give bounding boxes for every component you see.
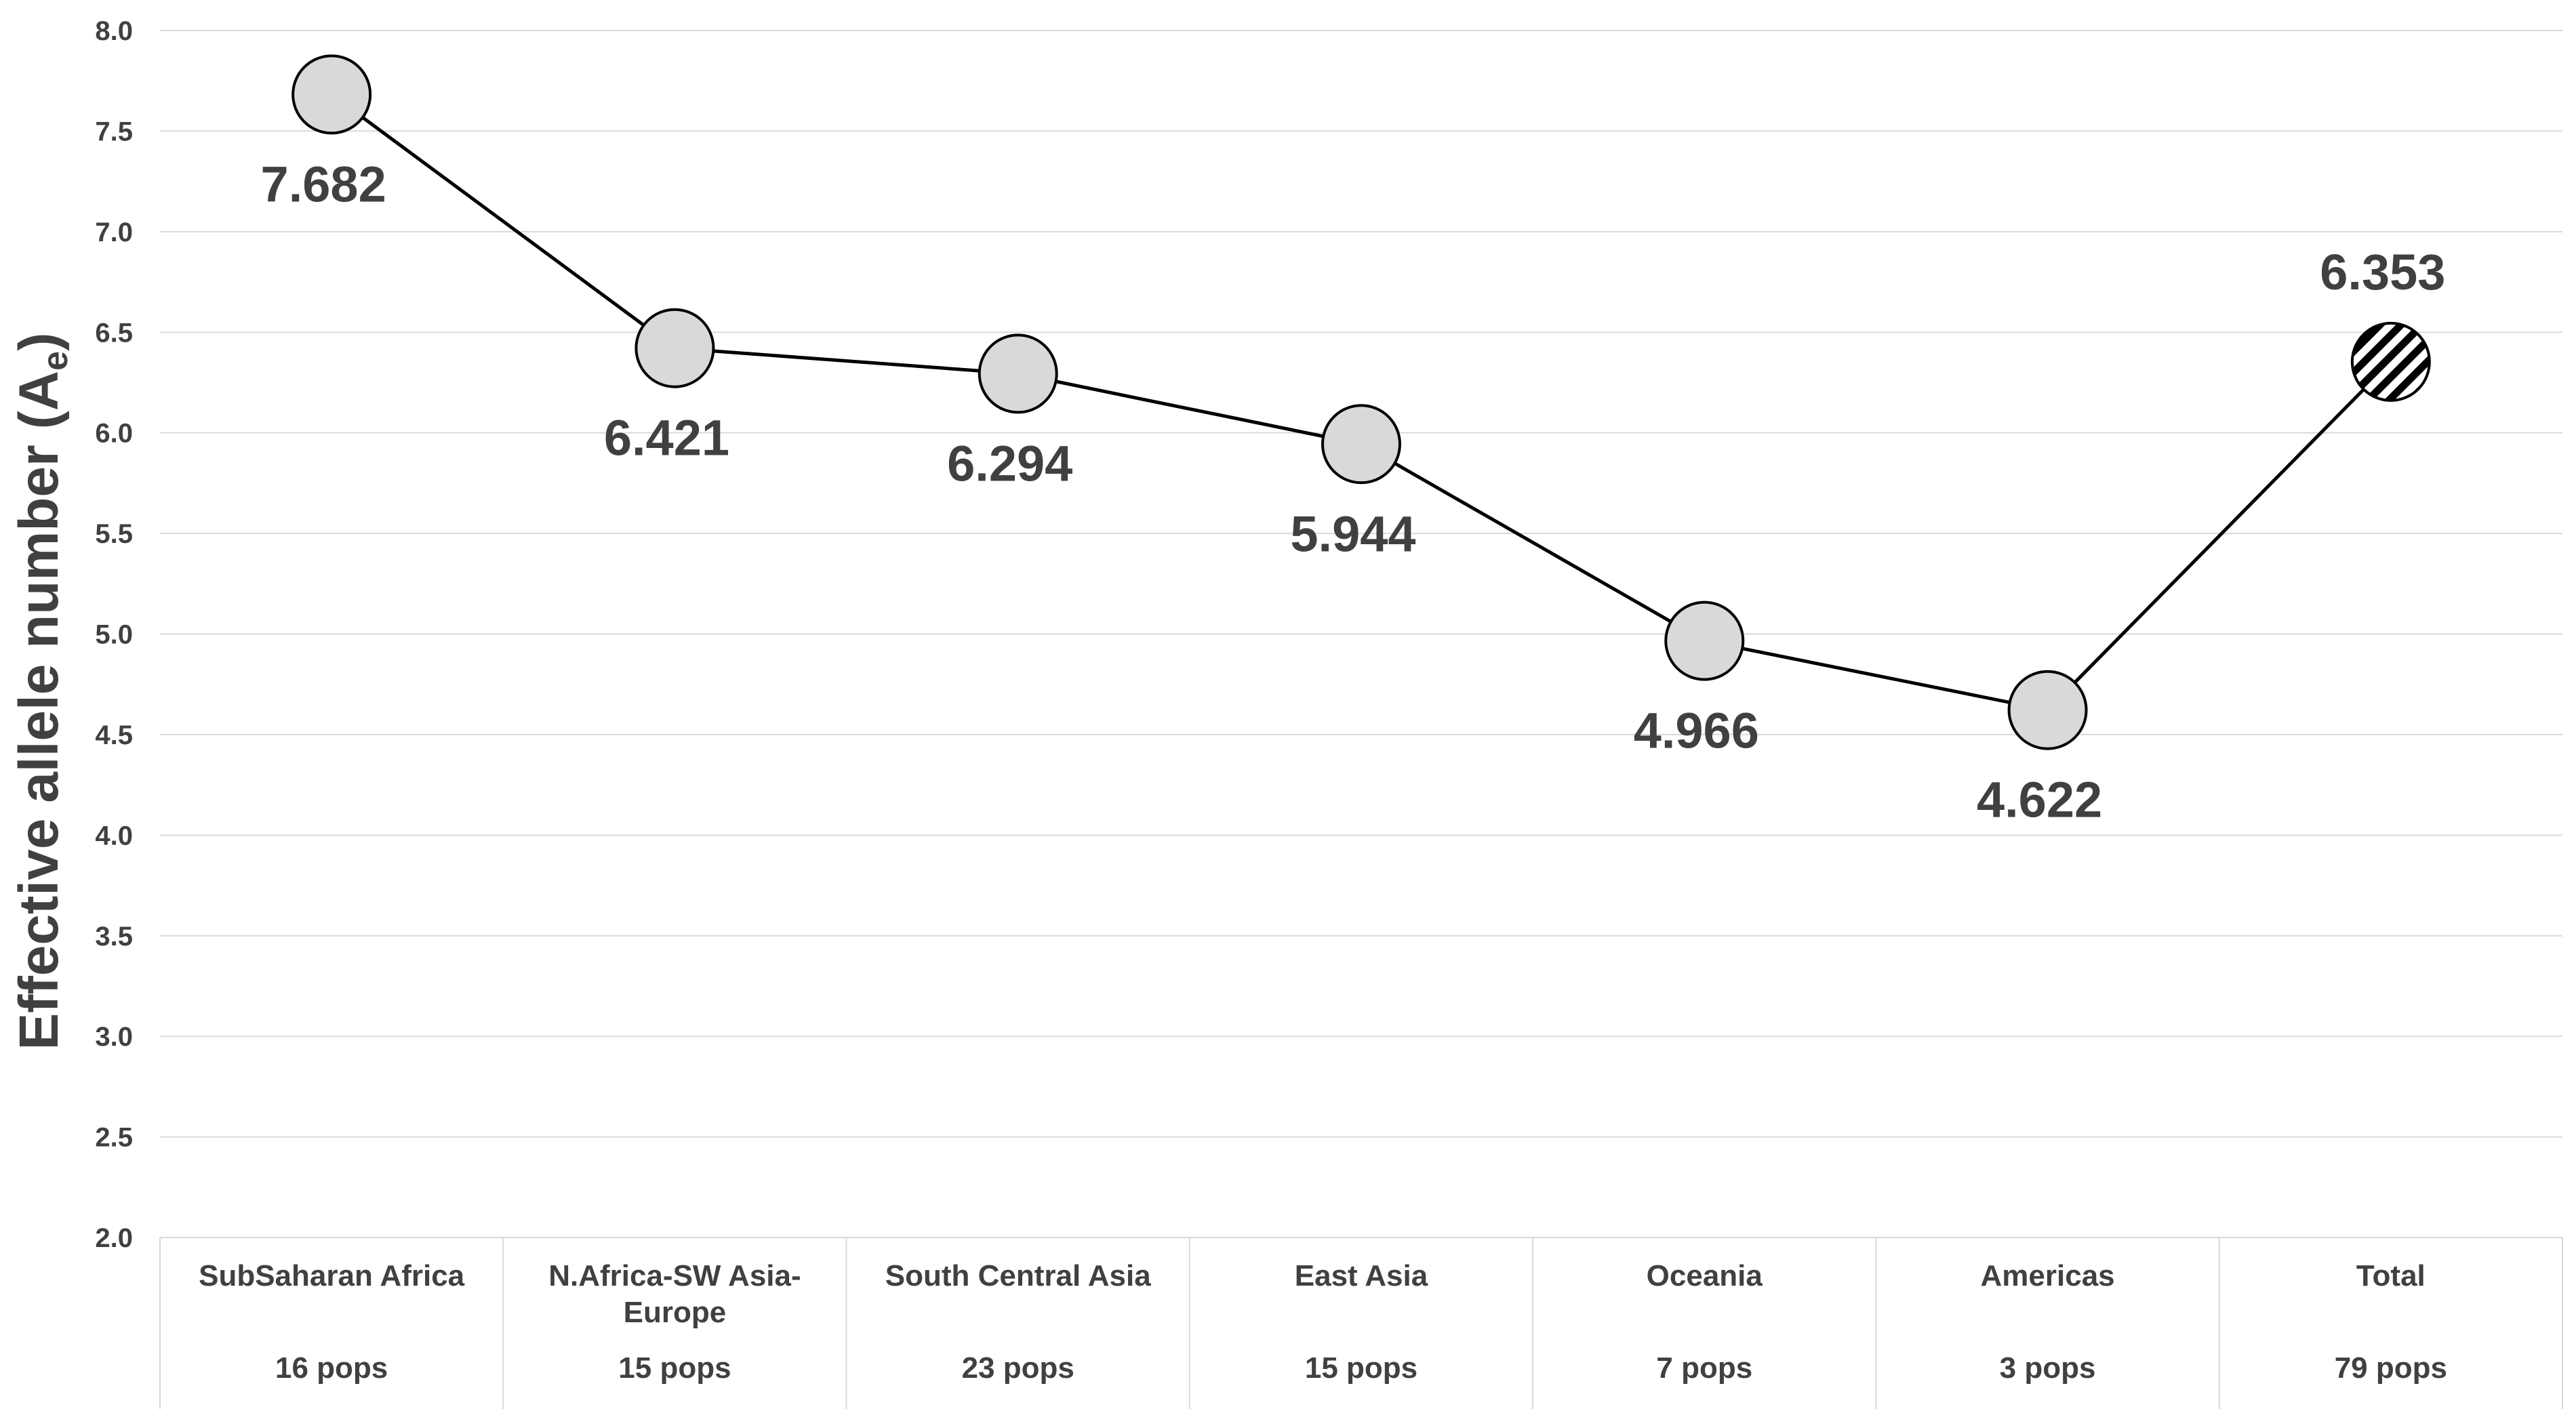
category-label: Europe bbox=[624, 1296, 727, 1329]
category-label: East Asia bbox=[1295, 1259, 1428, 1292]
data-point bbox=[1321, 404, 1401, 485]
data-labels: 7.682 6.421 6.294 5.944 4.966 4.622 6.353 bbox=[261, 156, 2446, 828]
population-count-label: 7 pops bbox=[1656, 1351, 1752, 1385]
y-tick-label: 5.5 bbox=[95, 519, 133, 549]
data-point bbox=[1664, 600, 1745, 681]
category-label: Americas bbox=[1981, 1259, 2115, 1292]
y-tick-label: 7.0 bbox=[95, 218, 133, 247]
data-label: 4.966 bbox=[1634, 703, 1759, 759]
data-point-total bbox=[2350, 321, 2431, 402]
category-label: SubSaharan Africa bbox=[199, 1259, 465, 1292]
population-count-label: 3 pops bbox=[2000, 1351, 2096, 1385]
gridlines bbox=[160, 30, 2562, 1238]
data-point bbox=[291, 54, 372, 135]
y-axis-label-subscript: e bbox=[36, 351, 75, 371]
data-label: 4.622 bbox=[1977, 772, 2102, 828]
series-line-path bbox=[330, 93, 2392, 712]
data-markers bbox=[291, 54, 2431, 750]
y-tick-label: 3.5 bbox=[95, 922, 133, 952]
y-axis-label: Effective allele number (Ae) bbox=[8, 333, 75, 1050]
population-count-label: 79 pops bbox=[2335, 1351, 2447, 1385]
y-tick-label: 7.5 bbox=[95, 117, 133, 146]
population-count-label: 16 pops bbox=[275, 1351, 388, 1385]
data-label: 6.421 bbox=[604, 410, 729, 466]
y-axis-label-close: ) bbox=[8, 333, 70, 351]
y-tick-label: 2.0 bbox=[95, 1223, 133, 1253]
y-tick-label: 2.5 bbox=[95, 1123, 133, 1153]
data-point bbox=[635, 308, 715, 388]
data-label: 7.682 bbox=[261, 156, 386, 212]
y-axis-ticks: 2.0 2.5 3.0 3.5 4.0 4.5 5.0 5.5 6.0 6.5 7.0 7.5 8.0 bbox=[95, 16, 133, 1253]
category-label: Total bbox=[2356, 1259, 2426, 1292]
y-tick-label: 4.0 bbox=[95, 821, 133, 851]
y-tick-label: 8.0 bbox=[95, 16, 133, 46]
data-label: 6.353 bbox=[2320, 244, 2445, 300]
y-tick-label: 4.5 bbox=[95, 720, 133, 750]
category-label: South Central Asia bbox=[885, 1259, 1152, 1292]
data-point bbox=[978, 333, 1058, 414]
y-axis-label-main: Effective allele number (A bbox=[8, 371, 70, 1050]
category-label: N.Africa-SW Asia- bbox=[548, 1259, 801, 1292]
population-count-label: 15 pops bbox=[618, 1351, 731, 1385]
y-tick-label: 5.0 bbox=[95, 620, 133, 650]
category-table: SubSaharan Africa 16 pops N.Africa-SW Asia… bbox=[159, 1238, 2563, 1409]
series-line bbox=[330, 93, 2392, 712]
category-label: Oceania bbox=[1647, 1259, 1763, 1292]
data-point bbox=[2007, 670, 2088, 750]
data-label: 6.294 bbox=[947, 435, 1072, 491]
y-tick-label: 6.0 bbox=[95, 419, 133, 449]
population-count-label: 23 pops bbox=[962, 1351, 1074, 1385]
y-tick-label: 6.5 bbox=[95, 318, 133, 348]
y-tick-label: 3.0 bbox=[95, 1022, 133, 1052]
data-label: 5.944 bbox=[1290, 506, 1415, 562]
population-count-label: 15 pops bbox=[1305, 1351, 1417, 1385]
